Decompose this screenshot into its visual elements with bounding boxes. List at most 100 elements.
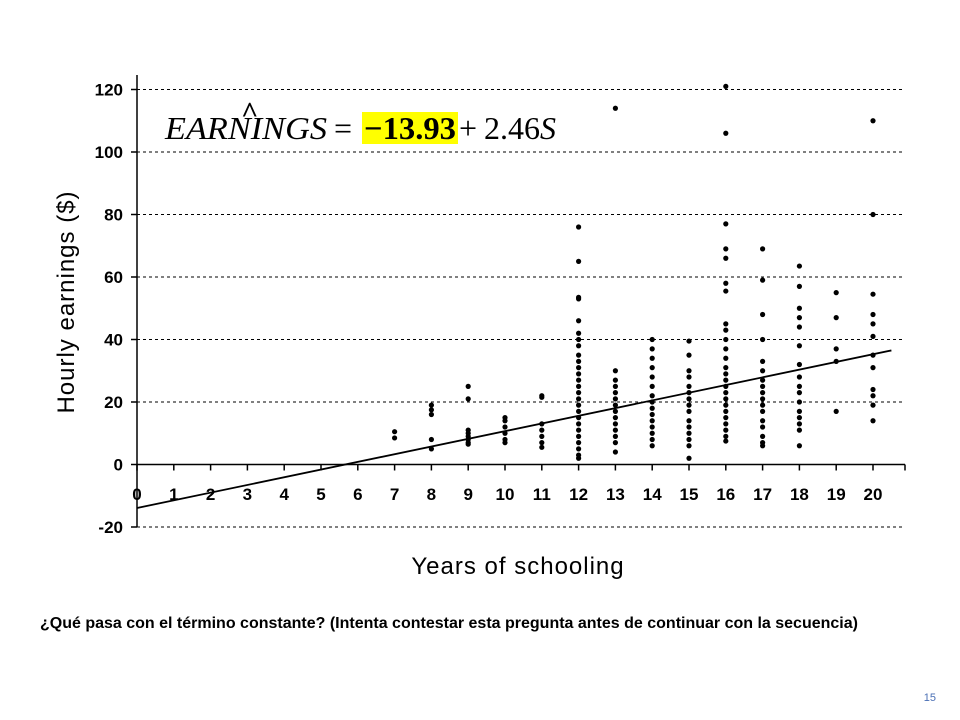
data-point <box>796 361 803 368</box>
y-tick-label: 80 <box>104 206 123 225</box>
data-point <box>612 408 619 414</box>
data-point <box>686 418 692 424</box>
data-point <box>796 415 803 421</box>
equation-intercept: −13.93 <box>364 110 456 146</box>
x-tick-label: 10 <box>496 485 515 504</box>
data-point <box>870 291 876 297</box>
question-caption: ¿Qué pasa con el término constante? (Int… <box>40 615 858 632</box>
x-tick-label: 2 <box>206 485 215 504</box>
data-point <box>686 424 692 430</box>
x-tick-label: 6 <box>353 485 362 504</box>
data-point <box>539 427 545 433</box>
equation-hat: ^ <box>241 96 258 129</box>
data-point <box>428 436 434 443</box>
data-point <box>796 421 803 427</box>
data-point <box>870 211 876 218</box>
data-point <box>796 427 803 433</box>
data-point <box>760 418 766 424</box>
data-point <box>870 321 876 327</box>
data-point <box>796 399 803 405</box>
data-point <box>612 433 619 439</box>
y-axis-title: Hourly earnings ($) <box>53 190 80 413</box>
data-point <box>612 402 619 408</box>
data-point <box>796 315 803 321</box>
data-point <box>796 390 803 396</box>
data-point <box>723 438 729 444</box>
data-point <box>760 443 766 449</box>
data-point <box>686 338 692 344</box>
y-tick-label: 0 <box>114 456 123 475</box>
data-point <box>760 358 766 364</box>
data-point <box>796 374 803 380</box>
data-point <box>576 258 582 264</box>
x-tick-label: 8 <box>427 485 436 504</box>
data-point <box>428 411 434 418</box>
data-point <box>576 440 582 446</box>
data-point <box>576 377 582 383</box>
data-point <box>796 343 803 349</box>
equation-lhs: EARNINGS <box>164 110 327 146</box>
data-point <box>723 255 729 261</box>
data-point <box>612 415 619 421</box>
x-tick-label: 1 <box>169 485 178 504</box>
data-point <box>612 421 619 427</box>
data-point <box>612 427 619 433</box>
data-points <box>392 83 876 461</box>
data-point <box>576 455 582 461</box>
data-point <box>539 394 545 400</box>
data-point <box>576 396 582 402</box>
x-tick-label: 0 <box>132 485 141 504</box>
data-point <box>723 280 729 286</box>
x-tick-label: 3 <box>243 485 252 504</box>
data-point <box>576 408 582 414</box>
data-point <box>686 430 692 436</box>
data-point <box>576 446 582 452</box>
data-point <box>686 455 692 461</box>
data-point <box>686 443 692 449</box>
x-tick-label: 20 <box>864 485 883 504</box>
data-point <box>539 444 545 450</box>
data-point <box>870 118 876 124</box>
data-point <box>870 333 876 339</box>
x-tick-label: 4 <box>279 485 289 504</box>
y-tick-label: 20 <box>104 393 123 412</box>
x-tick-label: 19 <box>827 485 846 504</box>
data-point <box>796 305 803 311</box>
page-number: 15 <box>923 692 936 704</box>
x-tick-label: 16 <box>716 485 735 504</box>
data-point <box>760 311 766 318</box>
data-point <box>723 408 729 414</box>
data-point <box>760 433 766 439</box>
data-point <box>428 407 434 413</box>
data-point <box>576 224 582 230</box>
data-point <box>576 427 582 433</box>
data-point <box>649 430 655 436</box>
y-tick-label: 120 <box>95 81 123 100</box>
data-point <box>760 277 766 283</box>
data-point <box>465 396 471 402</box>
y-tick-label: 60 <box>104 268 123 287</box>
data-point <box>649 374 655 380</box>
x-tick-label: 5 <box>316 485 325 504</box>
data-point <box>649 436 655 443</box>
data-point <box>576 330 582 336</box>
data-point <box>760 383 766 389</box>
data-point <box>686 374 692 380</box>
data-point <box>796 383 803 389</box>
equation-equals: = <box>334 110 352 146</box>
data-point <box>760 246 766 252</box>
grid-lines <box>137 89 905 528</box>
data-point <box>612 390 619 396</box>
data-point <box>760 424 766 430</box>
regression-line <box>136 349 892 509</box>
data-point <box>686 402 692 408</box>
data-point <box>723 365 729 371</box>
data-point <box>870 365 876 371</box>
data-point <box>760 368 766 374</box>
data-point <box>833 290 839 296</box>
data-point <box>649 346 655 352</box>
data-point <box>576 343 582 349</box>
data-point <box>612 396 619 402</box>
data-point <box>760 390 766 396</box>
